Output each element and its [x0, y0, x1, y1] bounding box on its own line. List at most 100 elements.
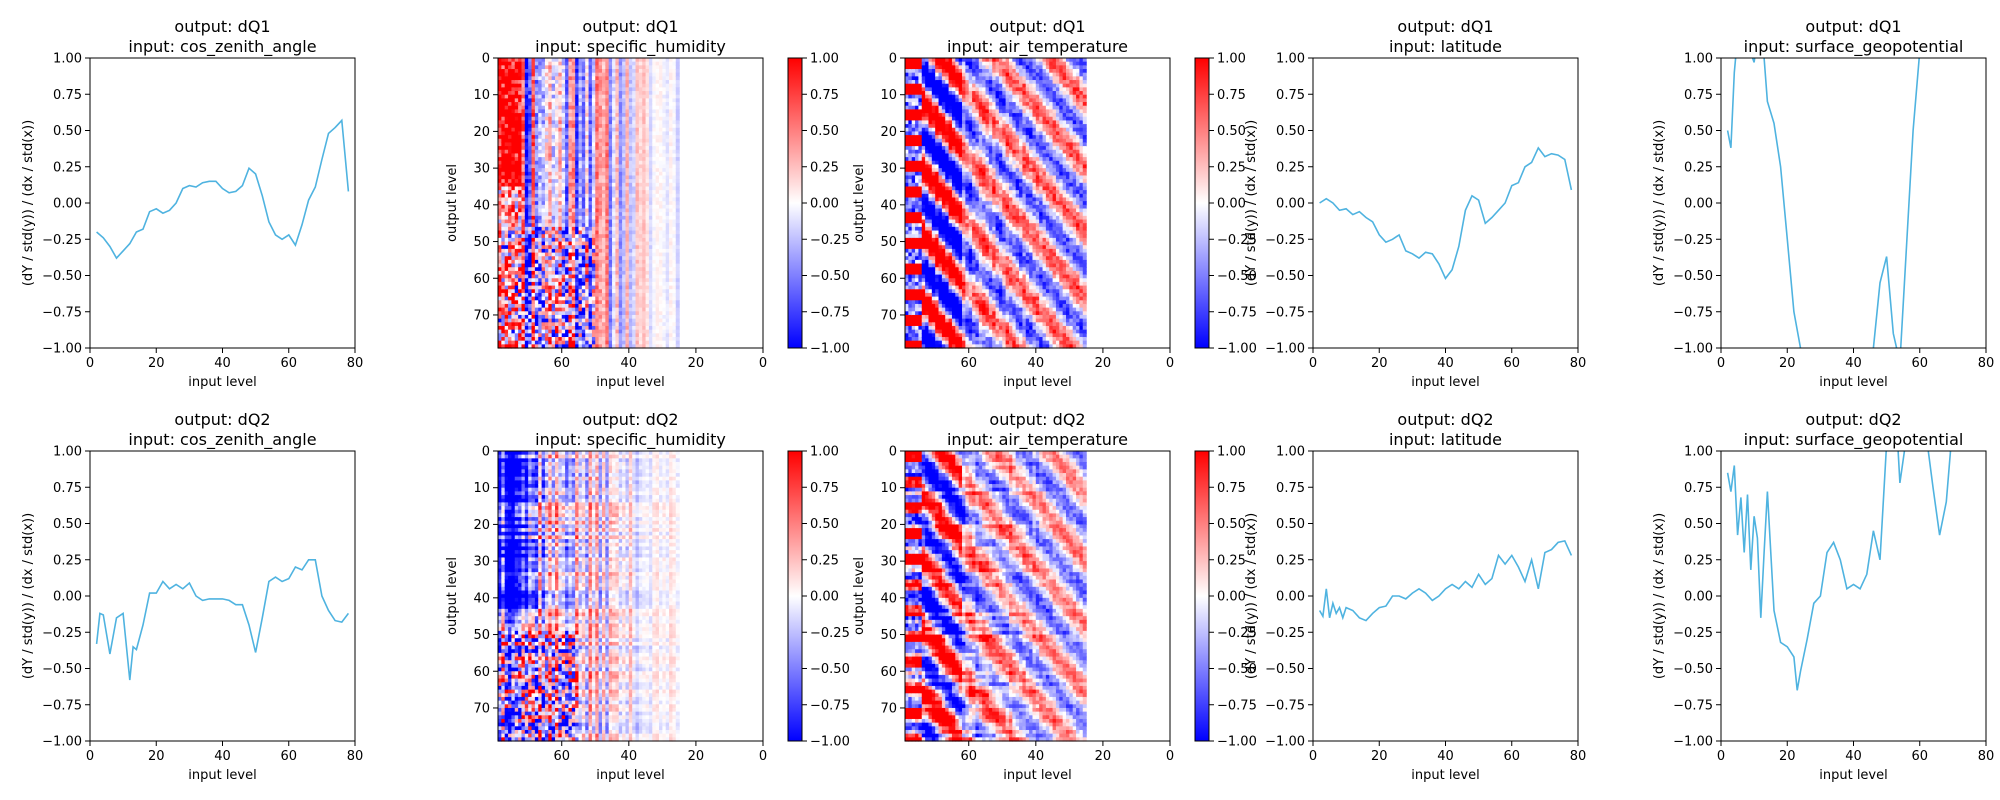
heatmap-cell [608, 164, 613, 169]
heatmap-cell [581, 219, 586, 224]
heatmap-cell [528, 329, 533, 334]
heatmap-cell [915, 149, 920, 155]
heatmap-cell [659, 160, 663, 166]
heatmap-cell [635, 252, 640, 257]
heatmap-cell [585, 124, 590, 129]
heatmap-cell [921, 292, 926, 298]
heatmap-cell [575, 292, 580, 298]
heatmap-cell [568, 109, 573, 114]
heatmap-cell [925, 171, 930, 177]
heatmap-cell [571, 296, 576, 301]
heatmap-cell [541, 102, 546, 107]
heatmap-cell [534, 241, 539, 246]
heatmap-cell [575, 270, 580, 276]
heatmap-cell [648, 146, 653, 151]
heatmap-cell [601, 252, 606, 257]
heatmap-cell [534, 58, 539, 63]
heatmap-cell [655, 215, 660, 221]
heatmap-cell [905, 102, 909, 107]
heatmap-cell [675, 241, 680, 246]
heatmap-cell [638, 113, 643, 118]
heatmap-cell [521, 83, 526, 88]
heatmap-cell [498, 303, 502, 309]
heatmap-cell [568, 336, 573, 342]
heatmap-cell [508, 146, 513, 151]
heatmap-cell [608, 142, 613, 147]
heatmap-cell [581, 278, 586, 283]
heatmap-cell [568, 325, 573, 331]
heatmap-cell [581, 160, 586, 166]
heatmap-cell [652, 289, 657, 294]
heatmap-cell [518, 300, 523, 305]
heatmap-cell [548, 120, 553, 125]
heatmap-cell [578, 58, 583, 63]
heatmap-cell [588, 278, 593, 283]
heatmap-cell [588, 307, 593, 312]
heatmap-cell [608, 278, 613, 283]
heatmap-cell [541, 175, 546, 180]
heatmap-cell [518, 72, 523, 77]
heatmap-cell [608, 314, 613, 320]
heatmap-cell [608, 311, 613, 316]
heatmap-cell [578, 230, 583, 235]
heatmap-cell [665, 278, 670, 283]
heatmap-cell [915, 212, 920, 217]
heatmap-cell [659, 289, 663, 294]
heatmap-cell [568, 138, 573, 144]
heatmap-cell [638, 226, 643, 232]
heatmap-cell [659, 157, 663, 162]
heatmap-cell [588, 263, 593, 268]
heatmap-cell [521, 204, 526, 210]
heatmap-cell [581, 186, 586, 191]
heatmap-cell [618, 245, 623, 250]
heatmap-cell [662, 325, 667, 331]
heatmap-cell [632, 58, 637, 63]
heatmap-cell [652, 160, 657, 166]
heatmap-cell [534, 94, 539, 99]
heatmap-cell [628, 179, 633, 184]
heatmap-cell [672, 72, 677, 77]
heatmap-cell [662, 223, 667, 228]
heatmap-cell [905, 223, 909, 228]
heatmap-cell [662, 179, 667, 184]
heatmap-cell [528, 333, 533, 338]
heatmap-cell [514, 300, 519, 305]
heatmap-cell [911, 116, 916, 121]
heatmap-cell [635, 72, 640, 77]
heatmap-cell [534, 171, 539, 177]
heatmap-cell [622, 149, 627, 155]
heatmap-cell [675, 296, 680, 301]
heatmap-cell [655, 193, 660, 199]
heatmap-cell [548, 61, 553, 66]
heatmap-cell [521, 65, 526, 70]
heatmap-cell [581, 314, 586, 320]
heatmap-cell [618, 230, 623, 235]
heatmap-cell [615, 322, 620, 327]
heatmap-cell [911, 274, 916, 279]
heatmap-cell [925, 124, 930, 129]
heatmap-cell [645, 186, 650, 191]
heatmap-cell [925, 263, 930, 268]
heatmap-cell [625, 322, 630, 327]
heatmap-cell [501, 311, 506, 316]
heatmap-cell [911, 98, 916, 103]
heatmap-cell [662, 135, 667, 140]
heatmap-cell [675, 69, 680, 74]
heatmap-cell [911, 58, 916, 63]
heatmap-cell [598, 215, 603, 221]
heatmap-cell [928, 83, 933, 88]
heatmap-cell [551, 91, 556, 96]
heatmap-cell [598, 190, 603, 195]
heatmap-cell [521, 285, 526, 290]
heatmap-cell [514, 307, 519, 312]
heatmap-cell [585, 300, 590, 305]
heatmap-cell [645, 336, 650, 342]
heatmap-cell [911, 259, 916, 265]
heatmap-cell [588, 171, 593, 177]
heatmap-cell [655, 241, 660, 246]
heatmap-cell [524, 252, 529, 257]
heatmap-cell [498, 241, 502, 246]
heatmap-cell [638, 204, 643, 210]
heatmap-cell [511, 164, 516, 169]
heatmap-cell [521, 296, 526, 301]
